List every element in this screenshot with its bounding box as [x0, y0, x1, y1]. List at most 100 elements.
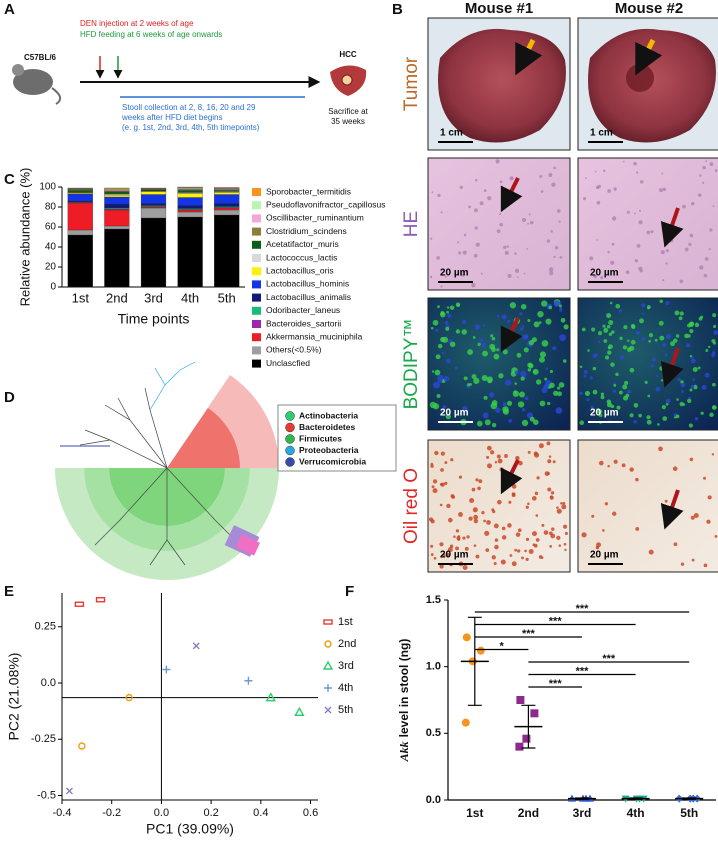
cell-dot [549, 382, 555, 389]
cell-dot [564, 548, 567, 552]
legend-swatch [252, 320, 261, 328]
cell-dot [514, 268, 520, 273]
cell-dot [489, 343, 496, 350]
legend-marker [324, 706, 332, 714]
bar-segment [214, 192, 240, 195]
cell-dot [458, 251, 462, 255]
cell-dot [515, 455, 520, 461]
cell-dot [689, 457, 694, 462]
cell-dot [501, 526, 506, 531]
cell-dot [434, 450, 439, 456]
point [265, 692, 276, 702]
cell-dot [600, 392, 605, 396]
cell-dot [469, 498, 475, 504]
cell-dot [558, 220, 561, 223]
cell-dot [625, 270, 630, 275]
cell-dot [704, 372, 710, 378]
cell-dot [502, 406, 509, 413]
micrograph: 20 µm [427, 157, 571, 291]
cell-dot [606, 399, 612, 405]
cell-dot [579, 365, 583, 369]
cell-dot [658, 320, 664, 326]
cell-dot [521, 325, 525, 328]
cell-dot [613, 459, 618, 464]
cell-dot [432, 403, 440, 410]
cell-dot [440, 337, 446, 343]
cell-dot [429, 275, 433, 279]
legend-label: Sporobacter_termitidis [266, 186, 351, 196]
cell-dot [708, 345, 711, 349]
cell-dot [606, 312, 612, 319]
cell-dot [619, 336, 623, 341]
cell-dot [608, 332, 613, 336]
cell-dot [491, 555, 496, 560]
legend-swatch [252, 333, 261, 342]
cell-dot [698, 316, 703, 321]
cell-dot [482, 324, 486, 327]
cell-dot [435, 328, 439, 332]
cell-dot [698, 193, 702, 197]
cell-dot [439, 564, 444, 569]
cell-dot [552, 346, 557, 351]
significance-label: *** [602, 653, 616, 665]
legend-swatch [252, 306, 261, 315]
cell-dot [539, 400, 546, 407]
sacrifice-text: Sacrifice at [328, 107, 368, 116]
cell-dot [622, 160, 625, 163]
cell-dot [473, 514, 479, 520]
cell-dot [662, 279, 665, 282]
cell-dot [687, 398, 692, 403]
legend-label: 1st [338, 616, 353, 628]
cell-dot [496, 315, 500, 318]
bar-segment [104, 209, 130, 227]
cell-dot [472, 507, 478, 513]
legend-swatch [252, 214, 261, 223]
cell-dot [665, 333, 671, 339]
cell-dot [506, 400, 513, 406]
y-tick-label: -0.25 [31, 733, 56, 745]
cell-dot [538, 555, 543, 559]
cell-dot [558, 382, 565, 388]
cell-dot [704, 257, 709, 261]
cell-dot [467, 349, 473, 355]
cell-dot [483, 395, 488, 400]
legend-label: Pseudoflavonifractor_capillosus [266, 199, 386, 209]
cell-dot [644, 380, 648, 384]
cell-dot [607, 250, 610, 254]
cell-dot [688, 396, 691, 400]
legend-label: Verrucomicrobia [299, 456, 366, 466]
cell-dot [539, 356, 545, 363]
error-bar [628, 797, 643, 800]
cell-dot [499, 222, 503, 227]
cell-dot [609, 301, 613, 305]
bar-segment [177, 205, 203, 209]
cell-dot [431, 370, 435, 373]
cell-dot [560, 317, 566, 323]
cell-dot [446, 503, 451, 509]
panel-b: Mouse #1 Mouse #2 Tumor 1 cm 1 cm HE 20 µm 20 µ… [401, 0, 718, 573]
panel-label: A [4, 1, 15, 18]
cell-dot [504, 250, 509, 255]
cell-dot [519, 327, 524, 331]
cell-dot [507, 523, 512, 528]
cell-dot [554, 246, 559, 250]
cell-dot [494, 538, 499, 542]
cell-dot [526, 248, 529, 250]
cell-dot [684, 333, 689, 339]
cell-dot [525, 537, 530, 542]
y-axis-title-italic: Akk [397, 741, 411, 762]
cell-dot [528, 548, 534, 554]
bar-segment [104, 187, 130, 190]
cell-dot [472, 336, 476, 339]
cell-dot [481, 374, 488, 382]
bar-segment [177, 193, 203, 198]
cell-dot [550, 495, 553, 499]
bar-segment [214, 209, 240, 216]
cell-dot [694, 322, 700, 328]
y-tick-label: 20 [45, 262, 57, 273]
cell-dot [521, 217, 527, 223]
cell-dot [535, 379, 542, 385]
arrow [500, 459, 523, 495]
cell-dot [475, 478, 479, 482]
cell-dot [483, 189, 487, 192]
